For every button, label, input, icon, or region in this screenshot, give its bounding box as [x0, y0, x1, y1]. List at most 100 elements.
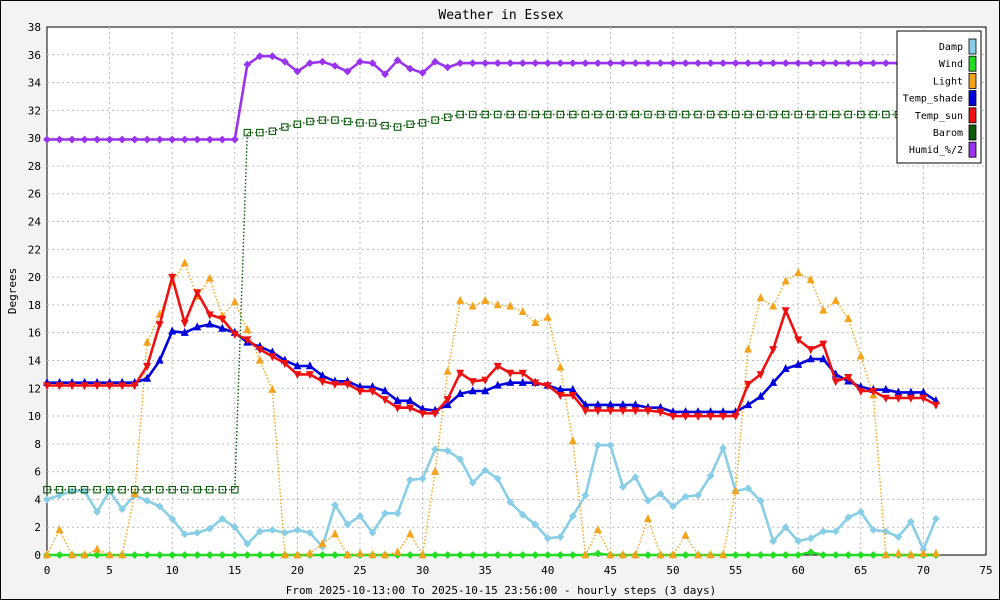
temp-sun-point [143, 362, 152, 371]
light-point [456, 295, 465, 304]
humid-2-point [55, 135, 64, 144]
humid-2-point [481, 59, 490, 68]
light-point [731, 486, 740, 495]
barom-point [293, 120, 302, 129]
y-tick-label: 8 [34, 438, 41, 451]
light-point [418, 550, 427, 559]
light-point [431, 466, 440, 475]
humid-2-point [656, 59, 665, 68]
temp-sun-point [831, 378, 840, 387]
wind-point [731, 551, 740, 559]
humid-2-point [619, 59, 627, 68]
y-tick-label: 14 [28, 354, 42, 367]
light-point [668, 550, 678, 559]
humid-2-point [669, 59, 677, 68]
temp-shade-point [456, 389, 465, 398]
humid-2-point [731, 59, 740, 68]
temp-sun-point [168, 273, 177, 282]
humid-2-point [744, 59, 753, 68]
damp-point [769, 537, 778, 546]
temp-sun-point [919, 394, 928, 403]
y-tick-label: 2 [34, 521, 41, 534]
temp-shade-point [381, 386, 390, 395]
damp-point [794, 537, 803, 546]
damp-point [406, 476, 414, 484]
humid-2-point [769, 59, 778, 68]
wind-point [568, 551, 577, 559]
y-tick-label: 36 [28, 49, 41, 62]
y-tick-label: 32 [28, 104, 41, 117]
humid-2-point [694, 59, 702, 68]
damp-point [619, 483, 627, 491]
light-point [819, 305, 828, 314]
light-point [355, 548, 365, 557]
damp-point [381, 509, 389, 518]
wind-point [856, 551, 865, 559]
damp-point [118, 505, 127, 514]
light-point [581, 550, 590, 559]
legend-box [896, 30, 982, 164]
temp-sun-point [205, 311, 214, 320]
damp-point [543, 534, 552, 543]
barom-point [43, 485, 51, 494]
wind-point [55, 551, 64, 559]
series-line-temp-sun [47, 272, 937, 418]
temp-sun-point [606, 407, 615, 416]
temp-shade-point [155, 355, 164, 364]
light-point [593, 525, 602, 534]
temp-sun-point [406, 404, 415, 413]
humid-2-point [443, 63, 452, 72]
light-point [368, 550, 377, 559]
temp-shade-point [143, 373, 152, 382]
wind-point [506, 551, 515, 559]
wind-point [406, 551, 414, 559]
damp-point [881, 527, 890, 536]
temp-sun-point [343, 380, 352, 389]
barom-point [343, 117, 352, 126]
x-tick-label: 0 [44, 564, 51, 577]
humid-2-point [681, 59, 690, 68]
light-point [205, 273, 214, 282]
light-point [931, 548, 940, 557]
x-tick-label: 30 [416, 564, 429, 577]
temp-shade-point [468, 386, 477, 395]
y-tick-label: 4 [34, 493, 41, 506]
temp-sun-point [130, 382, 139, 391]
damp-point [393, 509, 402, 518]
humid-2-point [293, 67, 302, 76]
damp-point [443, 446, 452, 455]
barom-point [681, 110, 690, 119]
humid-2-point [468, 59, 477, 68]
damp-point [306, 528, 314, 537]
temp-sun-point [93, 382, 102, 391]
legend-swatch-light [968, 73, 977, 89]
temp-sun-point [431, 410, 440, 419]
temp-sun-point [393, 404, 402, 413]
barom-point [769, 110, 777, 119]
legend-swatch-barom [968, 124, 977, 141]
humid-2-point [856, 59, 865, 68]
barom-point [506, 110, 514, 119]
x-tick-label: 65 [854, 564, 867, 577]
humid-2-point [255, 52, 264, 61]
x-tick-label: 10 [166, 564, 179, 577]
humid-2-point [68, 135, 76, 144]
legend-swatch-temp-shade [968, 90, 977, 106]
damp-point [518, 510, 527, 519]
chart-title: Weather in Essex [438, 8, 563, 23]
grid-lines [47, 27, 986, 555]
wind-point [481, 551, 490, 559]
temp-sun-point [794, 336, 803, 345]
wind-point [844, 551, 853, 559]
legend-label-humid-2: Humid_%/2 [909, 145, 963, 156]
temp-sun-point [255, 346, 264, 355]
humid-2-point [93, 135, 101, 144]
series-line-light [46, 261, 936, 558]
x-tick-label: 75 [979, 564, 992, 577]
barom-point [619, 110, 627, 119]
wind-point [468, 551, 477, 559]
light-point [93, 544, 102, 553]
x-tick-label: 25 [353, 564, 366, 577]
humid-2-point [118, 135, 127, 144]
